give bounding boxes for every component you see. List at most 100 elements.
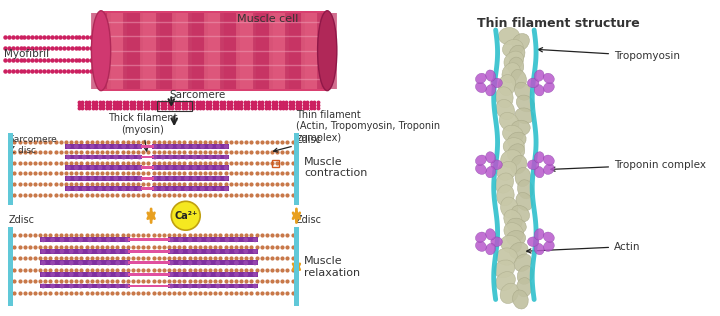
Ellipse shape — [114, 186, 118, 191]
Ellipse shape — [74, 176, 78, 181]
Ellipse shape — [491, 237, 503, 246]
Ellipse shape — [106, 260, 111, 265]
Bar — [294, 133, 300, 205]
Ellipse shape — [50, 260, 55, 265]
Ellipse shape — [224, 155, 228, 160]
Ellipse shape — [514, 254, 531, 271]
Ellipse shape — [168, 144, 174, 149]
Ellipse shape — [511, 120, 530, 136]
Text: Myofibril: Myofibril — [4, 49, 49, 59]
Ellipse shape — [153, 144, 158, 149]
Ellipse shape — [41, 260, 45, 265]
Ellipse shape — [534, 243, 544, 255]
Ellipse shape — [544, 232, 554, 242]
Ellipse shape — [169, 272, 174, 277]
Ellipse shape — [243, 283, 248, 289]
Bar — [8, 227, 14, 306]
Bar — [40, 260, 130, 265]
Ellipse shape — [234, 283, 239, 289]
Ellipse shape — [90, 155, 94, 160]
Ellipse shape — [98, 176, 102, 181]
Ellipse shape — [208, 144, 212, 149]
Ellipse shape — [200, 165, 204, 170]
Ellipse shape — [510, 242, 528, 258]
Ellipse shape — [216, 176, 220, 181]
Ellipse shape — [544, 241, 554, 252]
Ellipse shape — [60, 283, 64, 289]
Ellipse shape — [491, 78, 503, 88]
Ellipse shape — [508, 218, 526, 234]
Ellipse shape — [82, 165, 86, 170]
Ellipse shape — [106, 249, 111, 254]
Bar — [128, 250, 171, 253]
Ellipse shape — [475, 241, 487, 252]
Ellipse shape — [187, 272, 192, 277]
Ellipse shape — [114, 176, 118, 181]
Ellipse shape — [137, 186, 142, 191]
Text: Sarcomere
Z disc: Sarcomere Z disc — [9, 135, 58, 155]
Ellipse shape — [243, 249, 248, 254]
Ellipse shape — [176, 176, 181, 181]
Ellipse shape — [161, 176, 166, 181]
Ellipse shape — [215, 237, 220, 242]
Ellipse shape — [98, 155, 102, 160]
Ellipse shape — [98, 165, 102, 170]
Text: Tropomyosin: Tropomyosin — [539, 48, 680, 61]
Ellipse shape — [129, 144, 134, 149]
Ellipse shape — [168, 155, 174, 160]
Ellipse shape — [216, 186, 220, 191]
Ellipse shape — [215, 272, 220, 277]
Ellipse shape — [78, 249, 83, 254]
Ellipse shape — [508, 57, 523, 76]
Ellipse shape — [115, 260, 120, 265]
Ellipse shape — [90, 176, 94, 181]
Ellipse shape — [125, 249, 130, 254]
Ellipse shape — [518, 266, 534, 284]
Ellipse shape — [200, 186, 204, 191]
Ellipse shape — [491, 160, 503, 170]
Ellipse shape — [475, 73, 487, 83]
Ellipse shape — [121, 186, 126, 191]
Bar — [168, 283, 258, 289]
Ellipse shape — [69, 272, 73, 277]
Ellipse shape — [225, 272, 230, 277]
Ellipse shape — [502, 63, 521, 83]
Ellipse shape — [161, 155, 166, 160]
Ellipse shape — [169, 237, 174, 242]
Ellipse shape — [114, 165, 118, 170]
Ellipse shape — [513, 290, 528, 309]
Ellipse shape — [243, 260, 248, 265]
Ellipse shape — [534, 152, 544, 163]
Ellipse shape — [200, 176, 204, 181]
Ellipse shape — [161, 144, 166, 149]
Ellipse shape — [50, 283, 55, 289]
Ellipse shape — [90, 165, 94, 170]
Ellipse shape — [215, 249, 220, 254]
Text: Actin: Actin — [527, 241, 641, 253]
Ellipse shape — [508, 144, 525, 161]
Ellipse shape — [494, 260, 515, 278]
Ellipse shape — [74, 155, 78, 160]
Ellipse shape — [224, 186, 228, 191]
Ellipse shape — [87, 237, 92, 242]
Ellipse shape — [96, 260, 102, 265]
Ellipse shape — [200, 144, 204, 149]
Ellipse shape — [153, 155, 158, 160]
Bar — [128, 284, 171, 288]
Ellipse shape — [66, 176, 71, 181]
Text: Zdisc: Zdisc — [295, 135, 321, 145]
Ellipse shape — [486, 229, 495, 240]
Text: Troponin complex: Troponin complex — [551, 160, 706, 171]
Ellipse shape — [224, 144, 228, 149]
Ellipse shape — [508, 132, 526, 148]
Ellipse shape — [106, 155, 110, 160]
Bar — [140, 177, 154, 180]
Ellipse shape — [192, 165, 197, 170]
Ellipse shape — [60, 272, 64, 277]
Ellipse shape — [137, 155, 142, 160]
Ellipse shape — [206, 260, 211, 265]
Bar — [168, 249, 258, 254]
Ellipse shape — [496, 248, 518, 265]
Ellipse shape — [243, 272, 248, 277]
Text: Thin filament
(Actin, Tropomyosin, Troponin
complex): Thin filament (Actin, Tropomyosin, Tropo… — [274, 110, 441, 152]
